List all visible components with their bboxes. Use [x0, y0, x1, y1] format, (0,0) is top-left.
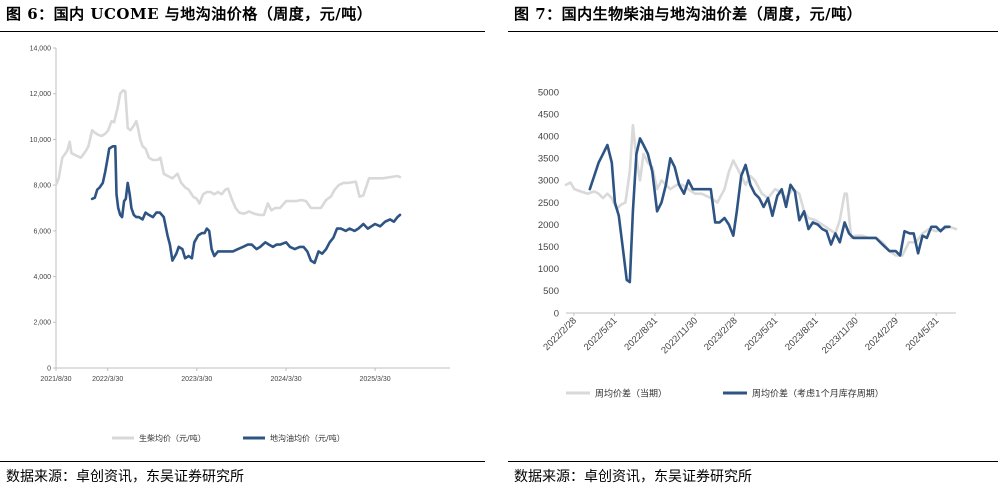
figure-7-bottom-rule	[508, 461, 998, 462]
fig7-x-tick-label: 2023/11/30	[820, 315, 861, 356]
fig6-y-tick-label: 8,000	[33, 183, 51, 190]
figure-6-top-rule	[0, 31, 485, 32]
fig7-y-tick-label: 0	[554, 308, 559, 319]
fig6-x-tick-label: 2025/3/30	[360, 376, 391, 383]
fig7-legend-label-1: 周均价差（当期）	[595, 387, 667, 399]
figure-6-panel: 图 6：国内 UCOME 与地沟油价格（周度，元/吨） 0 2,000 4,000 6…	[0, 0, 485, 496]
fig7-y-tick-label: 3000	[538, 176, 559, 187]
fig6-legend-label-1: 生柴均价（元/吨）	[139, 433, 206, 443]
fig7-x-tick-label: 2022/2/28	[541, 315, 579, 353]
fig6-x-tick-label: 2024/3/30	[270, 376, 301, 383]
fig6-series-line-1	[54, 89, 402, 217]
figure-6-source: 数据来源：卓创资讯，东吴证券研究所	[6, 469, 244, 485]
figure-6-chart: 0 2,000 4,000 6,000 8,000 10,000 12,000 14,000 2…	[30, 45, 450, 443]
fig7-y-tick-label: 3500	[538, 154, 559, 165]
fig6-x-tick-label: 2023/3/30	[181, 376, 212, 383]
fig6-legend-label-2: 地沟油均价（元/吨）	[270, 433, 345, 443]
fig6-x-tick-label: 2021/8/30	[40, 376, 71, 383]
figure-6-bottom-rule	[0, 461, 485, 462]
fig6-y-tick-label: 4,000	[33, 274, 51, 281]
fig7-y-tick-label: 4000	[538, 132, 559, 143]
figure-7-top-rule	[508, 31, 998, 32]
fig7-y-tick-label: 2000	[538, 220, 559, 231]
fig7-legend-label-2: 周均价差（考虑1个月库存周期）	[752, 387, 884, 399]
fig7-x-tick-label: 2022/11/30	[659, 315, 700, 356]
fig6-y-tick-label: 12,000	[30, 91, 52, 98]
figure-7-panel: 图 7：国内生物柴油与地沟油价差（周度，元/吨） 0 500 1000 1500 200…	[508, 0, 998, 496]
fig7-x-tick-label: 2023/8/31	[783, 315, 821, 353]
fig7-x-tick-label: 2023/5/31	[743, 315, 781, 353]
fig6-y-tick-label: 0	[47, 365, 51, 372]
figure-7-title: 图 7：国内生物柴油与地沟油价差（周度，元/吨）	[514, 5, 863, 23]
figure-7-source: 数据来源：卓创资讯，东吴证券研究所	[514, 469, 752, 485]
fig6-y-tick-label: 6,000	[33, 228, 51, 235]
fig7-x-tick-label: 2022/8/31	[622, 315, 660, 353]
fig7-y-tick-label: 1500	[538, 242, 559, 253]
fig6-y-tick-label: 10,000	[30, 137, 52, 144]
fig7-y-tick-label: 4500	[538, 109, 559, 120]
fig6-y-tick-label: 2,000	[33, 320, 51, 327]
fig6-series-line-2	[90, 145, 402, 265]
figure-6-title: 图 6：国内 UCOME 与地沟油价格（周度，元/吨）	[6, 5, 373, 23]
fig7-x-tick-label: 2024/2/29	[863, 315, 901, 353]
fig6-x-tick-label: 2022/3/30	[92, 376, 123, 383]
figure-7-chart: 0 500 1000 1500 2000 2500 3000 3500 4000 4500 5000…	[538, 87, 958, 399]
fig7-y-tick-label: 1000	[538, 264, 559, 275]
fig7-y-tick-label: 500	[543, 286, 559, 297]
fig7-x-tick-label: 2024/5/31	[904, 315, 942, 353]
fig7-x-tick-label: 2023/2/28	[702, 315, 740, 353]
fig7-x-tick-label: 2022/5/31	[582, 315, 620, 353]
fig7-y-tick-label: 2500	[538, 198, 559, 209]
fig7-series-line-2	[588, 137, 951, 284]
fig7-y-tick-label: 5000	[538, 87, 559, 98]
fig6-y-tick-label: 14,000	[30, 45, 52, 52]
fig7-series-line-1	[564, 123, 958, 257]
